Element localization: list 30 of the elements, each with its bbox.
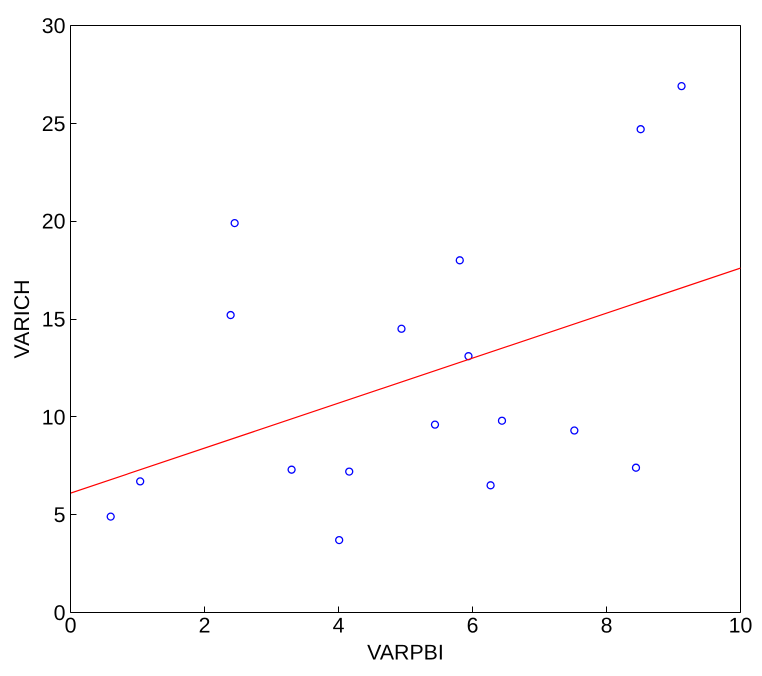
x-tick-label: 2 — [198, 614, 210, 638]
point — [430, 420, 440, 429]
x-axis-title: VARPBI — [367, 640, 444, 664]
point — [230, 218, 239, 228]
point — [136, 477, 144, 486]
point — [464, 352, 473, 360]
point — [106, 512, 115, 521]
y-tick-label: 10 — [42, 405, 66, 430]
y-tick-label: 30 — [42, 14, 66, 38]
point — [335, 536, 344, 544]
x-tick-label: 4 — [332, 614, 345, 638]
x-tick-label: 10 — [728, 614, 752, 638]
y-tick-label: 15 — [42, 308, 66, 332]
point — [226, 310, 235, 320]
point — [486, 481, 495, 490]
point — [632, 464, 640, 472]
point — [397, 324, 406, 333]
point — [345, 467, 354, 476]
point — [677, 82, 686, 90]
point — [636, 125, 645, 134]
y-axis-title: VARICH — [10, 279, 34, 358]
point — [498, 416, 506, 425]
x-tick-label: 6 — [466, 614, 478, 638]
y-tick-label: 20 — [42, 210, 66, 234]
y-tick-label: 5 — [54, 503, 66, 528]
y-tick-label: 25 — [42, 112, 66, 136]
point — [570, 426, 578, 435]
point — [287, 466, 296, 474]
point — [456, 256, 464, 264]
x-tick-label: 8 — [600, 614, 612, 638]
